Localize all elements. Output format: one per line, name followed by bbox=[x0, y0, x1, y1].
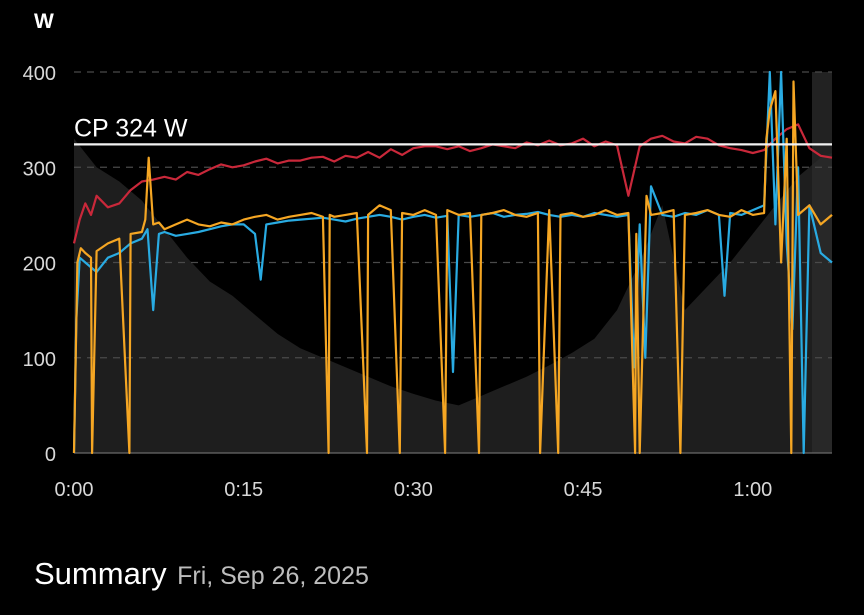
y-tick-label: 100 bbox=[23, 349, 56, 371]
x-tick-label: 0:15 bbox=[224, 479, 263, 501]
background-area bbox=[74, 138, 832, 453]
cp-label: CP 324 W bbox=[74, 114, 188, 142]
x-tick-label: 0:00 bbox=[55, 479, 94, 501]
summary-date: Fri, Sep 26, 2025 bbox=[177, 562, 369, 590]
y-tick-label: 0 bbox=[45, 444, 56, 466]
y-tick-label: 400 bbox=[23, 63, 56, 85]
series-line-0 bbox=[72, 123, 833, 244]
series-layer bbox=[72, 70, 833, 455]
y-tick-label: 200 bbox=[23, 254, 56, 276]
power-chart: CP 324 W 0 100 200 300 400 0:00 0:15 0:30 0:45 1… bbox=[23, 63, 833, 501]
cp-layer: CP 324 W bbox=[74, 114, 832, 146]
unit-label: W bbox=[34, 10, 54, 33]
summary-header: Summary Fri, Sep 26, 2025 bbox=[34, 556, 369, 592]
x-axis-ticks: 0:00 0:15 0:30 0:45 1:00 bbox=[55, 479, 773, 501]
series-line-2 bbox=[72, 80, 833, 455]
x-tick-label: 0:30 bbox=[394, 479, 433, 501]
y-axis-ticks: 0 100 200 300 400 bbox=[23, 63, 56, 466]
y-tick-label: 300 bbox=[23, 158, 56, 180]
summary-title: Summary bbox=[34, 556, 167, 591]
x-tick-label: 1:00 bbox=[733, 479, 772, 501]
x-tick-label: 0:45 bbox=[564, 479, 603, 501]
